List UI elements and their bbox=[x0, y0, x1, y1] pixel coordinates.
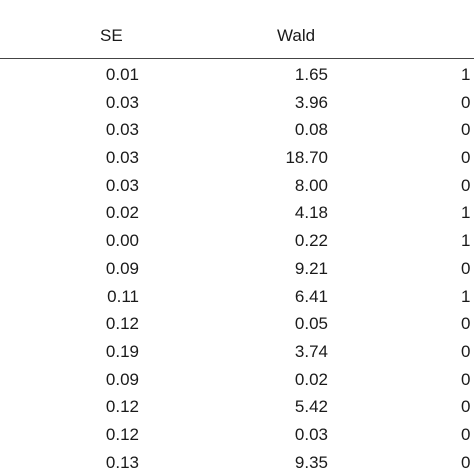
cell-wald: 0.03 bbox=[294, 424, 328, 444]
column-header-wald: Wald bbox=[277, 26, 316, 45]
table-row: 0.19 3.74 0 bbox=[0, 341, 474, 369]
cell-wald: 1.65 bbox=[294, 65, 328, 84]
cell-wald: 9.21 bbox=[294, 258, 328, 278]
cell-wald: 5.42 bbox=[294, 397, 328, 417]
cell-se: 0.03 bbox=[105, 120, 139, 140]
header-divider bbox=[0, 58, 474, 59]
cell-truncated: 1 bbox=[461, 286, 471, 306]
table-header: SE Wald bbox=[0, 0, 474, 58]
cell-wald: 3.96 bbox=[294, 92, 328, 112]
cell-truncated: 0 bbox=[461, 175, 471, 195]
table-row: 0.09 9.21 0 bbox=[0, 258, 474, 286]
cell-se: 0.03 bbox=[105, 92, 139, 112]
cell-se: 0.00 bbox=[105, 231, 139, 251]
table-row: 0.01 1.65 1 bbox=[0, 64, 474, 92]
cell-wald: 8.00 bbox=[294, 175, 328, 195]
cell-se: 0.13 bbox=[105, 452, 139, 472]
table-row: 0.12 0.03 0 bbox=[0, 424, 474, 452]
cell-se: 0.19 bbox=[105, 341, 139, 361]
cell-se: 0.03 bbox=[105, 175, 139, 195]
cell-wald: 6.41 bbox=[294, 286, 328, 306]
cell-se: 0.09 bbox=[105, 369, 139, 389]
cell-wald: 9.35 bbox=[294, 452, 328, 472]
cell-truncated: 1 bbox=[461, 65, 471, 84]
table-row: 0.02 4.18 1 bbox=[0, 202, 474, 230]
cell-se: 0.12 bbox=[105, 314, 139, 334]
cell-wald: 0.22 bbox=[294, 231, 328, 251]
cell-truncated: 0 bbox=[461, 341, 471, 361]
cell-se: 0.03 bbox=[105, 148, 139, 168]
table-row: 0.13 9.35 0 bbox=[0, 452, 474, 474]
cell-wald: 3.74 bbox=[294, 341, 328, 361]
table-row: 0.03 0.08 0 bbox=[0, 119, 474, 147]
table-body: 0.01 1.65 1 0.03 3.96 0 0.03 0.08 0 0.03… bbox=[0, 64, 474, 474]
cell-truncated: 0 bbox=[461, 120, 471, 140]
cell-truncated: 0 bbox=[461, 148, 471, 168]
cell-wald: 0.08 bbox=[294, 120, 328, 140]
cell-se: 0.01 bbox=[105, 65, 139, 84]
cell-se: 0.11 bbox=[107, 286, 139, 306]
table-row: 0.12 0.05 0 bbox=[0, 313, 474, 341]
cell-wald: 4.18 bbox=[294, 203, 328, 223]
cell-se: 0.02 bbox=[105, 203, 139, 223]
cell-se: 0.09 bbox=[105, 258, 139, 278]
table-row: 0.11 6.41 1 bbox=[0, 286, 474, 314]
cell-wald: 0.02 bbox=[294, 369, 328, 389]
cell-wald: 0.05 bbox=[294, 314, 328, 334]
table-row: 0.03 8.00 0 bbox=[0, 175, 474, 203]
cell-truncated: 0 bbox=[461, 92, 471, 112]
cell-truncated: 1 bbox=[461, 231, 471, 251]
cell-se: 0.12 bbox=[105, 424, 139, 444]
cell-truncated: 1 bbox=[461, 203, 471, 223]
cell-truncated: 0 bbox=[461, 397, 471, 417]
table-row: 0.03 18.70 0 bbox=[0, 147, 474, 175]
table-row: 0.03 3.96 0 bbox=[0, 92, 474, 120]
table-row: 0.00 0.22 1 bbox=[0, 230, 474, 258]
cell-truncated: 0 bbox=[461, 424, 471, 444]
cell-truncated: 0 bbox=[461, 452, 471, 472]
table-row: 0.12 5.42 0 bbox=[0, 396, 474, 424]
cell-truncated: 0 bbox=[461, 369, 471, 389]
cell-se: 0.12 bbox=[105, 397, 139, 417]
cell-truncated: 0 bbox=[461, 314, 471, 334]
cell-truncated: 0 bbox=[461, 258, 471, 278]
cell-wald: 18.70 bbox=[285, 148, 328, 168]
column-header-se: SE bbox=[100, 26, 123, 45]
table-row: 0.09 0.02 0 bbox=[0, 369, 474, 397]
